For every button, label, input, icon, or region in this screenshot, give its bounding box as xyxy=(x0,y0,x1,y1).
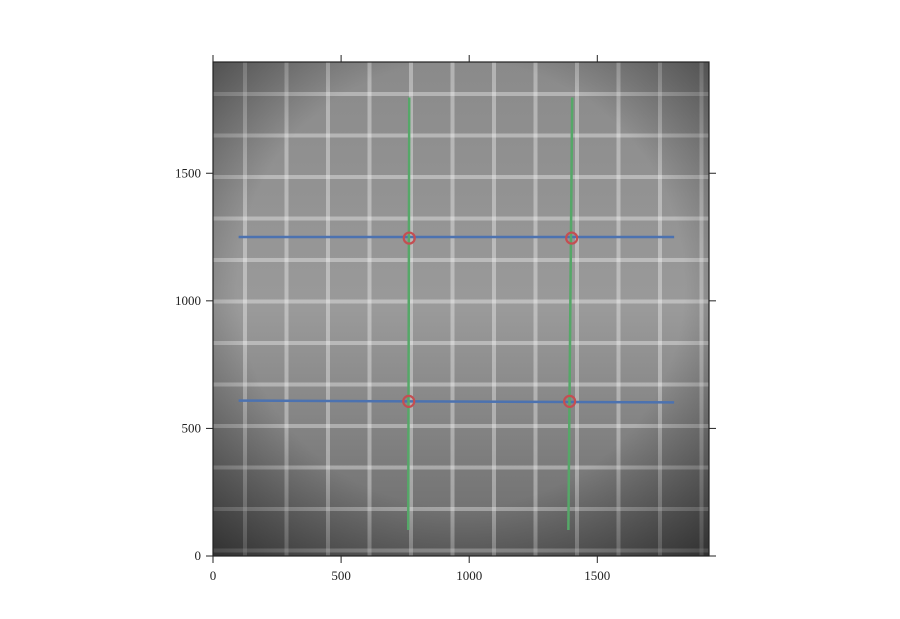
y-tick-label: 0 xyxy=(195,548,202,563)
intersection-marker xyxy=(565,231,579,245)
overlay-line xyxy=(238,399,675,404)
image xyxy=(213,62,709,556)
y-tick-label: 500 xyxy=(182,420,202,435)
y-tick-label: 1500 xyxy=(175,165,201,180)
x-tick-label: 1500 xyxy=(584,568,610,583)
overlay-line xyxy=(567,97,574,530)
x-tick-label: 1000 xyxy=(456,568,482,583)
y-tick-label: 1000 xyxy=(175,293,201,308)
axes-frame xyxy=(212,61,710,557)
x-tick-label: 0 xyxy=(210,568,217,583)
intersection-marker xyxy=(402,394,416,408)
intersection-marker xyxy=(563,394,577,408)
intersection-marker xyxy=(402,231,416,245)
overlay xyxy=(238,97,675,530)
x-tick-label: 500 xyxy=(331,568,351,583)
overlay-line xyxy=(406,97,411,530)
